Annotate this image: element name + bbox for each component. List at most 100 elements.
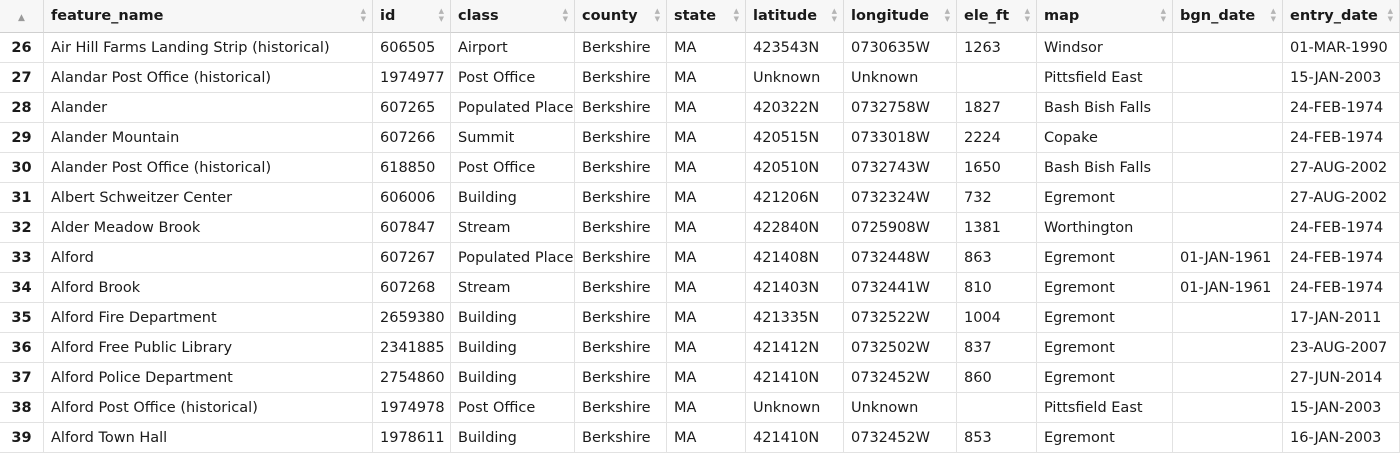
bgn-date-cell: 01-JAN-1961 <box>1173 243 1283 273</box>
id-cell: 1978611 <box>373 423 451 453</box>
bgn-date-cell <box>1173 303 1283 333</box>
map-cell: Egremont <box>1037 273 1173 303</box>
map-cell: Windsor <box>1037 33 1173 63</box>
column-header-bgn-date[interactable]: bgn_date ▲ ▼ <box>1173 0 1283 33</box>
map-cell: Bash Bish Falls <box>1037 93 1173 123</box>
latitude-cell: 420510N <box>746 153 844 183</box>
latitude-cell: 421408N <box>746 243 844 273</box>
column-header-label: feature_name <box>51 8 164 24</box>
sort-arrows-icon[interactable]: ▲ ▼ <box>562 7 568 23</box>
state-cell: MA <box>667 213 746 243</box>
id-cell: 1974977 <box>373 63 451 93</box>
sort-arrows-icon[interactable]: ▲ ▼ <box>831 7 837 23</box>
column-header-latitude[interactable]: latitude ▲ ▼ <box>746 0 844 33</box>
feature-name-cell: Alander Mountain <box>44 123 373 153</box>
column-header-label: latitude <box>753 8 818 24</box>
sort-arrows-icon[interactable]: ▲ ▼ <box>733 7 739 23</box>
latitude-cell: 421206N <box>746 183 844 213</box>
latitude-cell: 423543N <box>746 33 844 63</box>
ele-ft-cell: 732 <box>957 183 1037 213</box>
sort-arrows-icon[interactable]: ▲ ▼ <box>1024 7 1030 23</box>
longitude-cell: 0732452W <box>844 423 957 453</box>
column-header-id[interactable]: id ▲ ▼ <box>373 0 451 33</box>
sort-arrows-icon[interactable]: ▲ ▼ <box>1160 7 1166 23</box>
map-cell: Copake <box>1037 123 1173 153</box>
row-number: 31 <box>0 183 44 213</box>
id-cell: 607265 <box>373 93 451 123</box>
column-header-longitude[interactable]: longitude ▲ ▼ <box>844 0 957 33</box>
column-header-class[interactable]: class ▲ ▼ <box>451 0 575 33</box>
longitude-cell: Unknown <box>844 63 957 93</box>
latitude-cell: 421403N <box>746 273 844 303</box>
longitude-cell: 0732448W <box>844 243 957 273</box>
id-cell: 606006 <box>373 183 451 213</box>
entry-date-cell: 24-FEB-1974 <box>1283 273 1400 303</box>
class-cell: Summit <box>451 123 575 153</box>
state-cell: MA <box>667 243 746 273</box>
id-cell: 607847 <box>373 213 451 243</box>
feature-name-cell: Albert Schweitzer Center <box>44 183 373 213</box>
ele-ft-cell: 1263 <box>957 33 1037 63</box>
entry-date-cell: 27-AUG-2002 <box>1283 183 1400 213</box>
feature-name-cell: Alander Post Office (historical) <box>44 153 373 183</box>
column-header-label: bgn_date <box>1180 8 1256 24</box>
entry-date-cell: 24-FEB-1974 <box>1283 93 1400 123</box>
class-cell: Populated Place <box>451 93 575 123</box>
id-cell: 1974978 <box>373 393 451 423</box>
map-cell: Egremont <box>1037 303 1173 333</box>
county-cell: Berkshire <box>575 273 667 303</box>
class-cell: Populated Place <box>451 243 575 273</box>
column-header-feature-name[interactable]: feature_name ▲ ▼ <box>44 0 373 33</box>
column-header-ele-ft[interactable]: ele_ft ▲ ▼ <box>957 0 1037 33</box>
entry-date-cell: 24-FEB-1974 <box>1283 123 1400 153</box>
feature-name-cell: Alford Police Department <box>44 363 373 393</box>
column-header-entry-date[interactable]: entry_date ▲ ▼ <box>1283 0 1400 33</box>
id-cell: 607266 <box>373 123 451 153</box>
county-cell: Berkshire <box>575 93 667 123</box>
longitude-cell: 0732452W <box>844 363 957 393</box>
id-cell: 2659380 <box>373 303 451 333</box>
row-number: 27 <box>0 63 44 93</box>
row-number: 32 <box>0 213 44 243</box>
state-cell: MA <box>667 93 746 123</box>
sort-arrows-icon[interactable]: ▲ ▼ <box>438 7 444 23</box>
entry-date-cell: 24-FEB-1974 <box>1283 213 1400 243</box>
longitude-cell: 0725908W <box>844 213 957 243</box>
longitude-cell: 0730635W <box>844 33 957 63</box>
id-cell: 607268 <box>373 273 451 303</box>
map-cell: Egremont <box>1037 243 1173 273</box>
column-header-label: ele_ft <box>964 8 1010 24</box>
sort-arrows-icon[interactable]: ▲ ▼ <box>944 7 950 23</box>
column-header-label: class <box>458 8 499 24</box>
sort-arrows-icon[interactable]: ▲ ▼ <box>654 7 660 23</box>
column-header-county[interactable]: county ▲ ▼ <box>575 0 667 33</box>
map-cell: Egremont <box>1037 183 1173 213</box>
class-cell: Post Office <box>451 393 575 423</box>
sort-arrows-icon[interactable]: ▲ ▼ <box>1387 7 1393 23</box>
feature-name-cell: Alander <box>44 93 373 123</box>
map-cell: Pittsfield East <box>1037 393 1173 423</box>
state-cell: MA <box>667 123 746 153</box>
state-cell: MA <box>667 183 746 213</box>
county-cell: Berkshire <box>575 243 667 273</box>
feature-name-cell: Alford <box>44 243 373 273</box>
county-cell: Berkshire <box>575 63 667 93</box>
county-cell: Berkshire <box>575 213 667 243</box>
county-cell: Berkshire <box>575 123 667 153</box>
latitude-cell: 421335N <box>746 303 844 333</box>
column-header-map[interactable]: map ▲ ▼ <box>1037 0 1173 33</box>
column-header-state[interactable]: state ▲ ▼ <box>667 0 746 33</box>
sort-arrows-icon[interactable]: ▲ ▼ <box>360 7 366 23</box>
class-cell: Building <box>451 333 575 363</box>
sort-arrows-icon[interactable]: ▲ ▼ <box>1270 7 1276 23</box>
class-cell: Stream <box>451 213 575 243</box>
ele-ft-cell: 853 <box>957 423 1037 453</box>
entry-date-cell: 17-JAN-2011 <box>1283 303 1400 333</box>
row-number-header[interactable]: ▲ <box>0 0 44 33</box>
entry-date-cell: 16-JAN-2003 <box>1283 423 1400 453</box>
bgn-date-cell <box>1173 63 1283 93</box>
row-number: 26 <box>0 33 44 63</box>
row-number: 29 <box>0 123 44 153</box>
column-header-label: entry_date <box>1290 8 1378 24</box>
latitude-cell: 420322N <box>746 93 844 123</box>
